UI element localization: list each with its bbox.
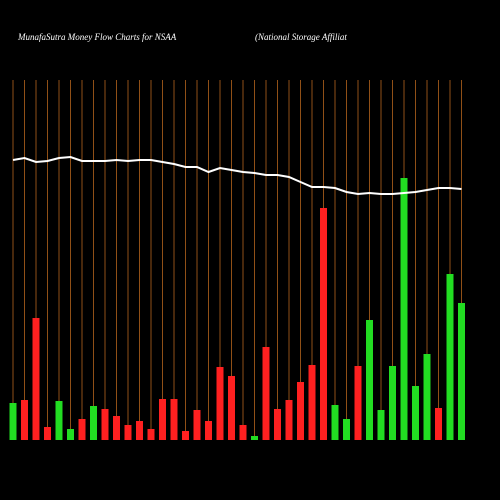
bar	[366, 320, 373, 440]
bar	[285, 400, 293, 440]
bar	[124, 425, 132, 440]
bar	[21, 400, 28, 440]
bar	[435, 408, 442, 440]
bar	[239, 425, 247, 440]
bar	[78, 419, 86, 440]
bar	[55, 401, 63, 440]
chart-subtitle: (National Storage Affiliat	[255, 32, 347, 42]
bar	[354, 366, 362, 440]
bar	[32, 318, 40, 440]
bar	[67, 429, 74, 440]
bar	[170, 399, 178, 440]
bar	[400, 178, 408, 440]
bar	[389, 366, 396, 440]
bar	[412, 386, 419, 440]
bar	[136, 421, 143, 440]
bar	[331, 405, 339, 440]
bar	[44, 427, 51, 440]
bar	[113, 416, 120, 440]
bar	[182, 431, 189, 440]
bar	[90, 406, 97, 440]
bar	[147, 429, 155, 440]
bar	[251, 436, 258, 440]
bar	[343, 419, 350, 440]
bar	[9, 403, 17, 440]
bar	[262, 347, 270, 440]
bar	[193, 410, 201, 440]
bar	[308, 365, 316, 440]
bar	[159, 399, 166, 440]
bar	[320, 208, 327, 440]
bar	[205, 421, 212, 440]
bar	[377, 410, 385, 440]
bar	[216, 367, 224, 440]
bar	[297, 382, 304, 440]
bar	[228, 376, 235, 440]
bar	[423, 354, 431, 440]
chart-title: MunafaSutra Money Flow Charts for NSAA	[17, 32, 177, 42]
bar	[101, 409, 109, 440]
bar	[274, 409, 281, 440]
line	[12, 155, 462, 196]
bar	[458, 303, 465, 440]
bar	[446, 274, 454, 440]
